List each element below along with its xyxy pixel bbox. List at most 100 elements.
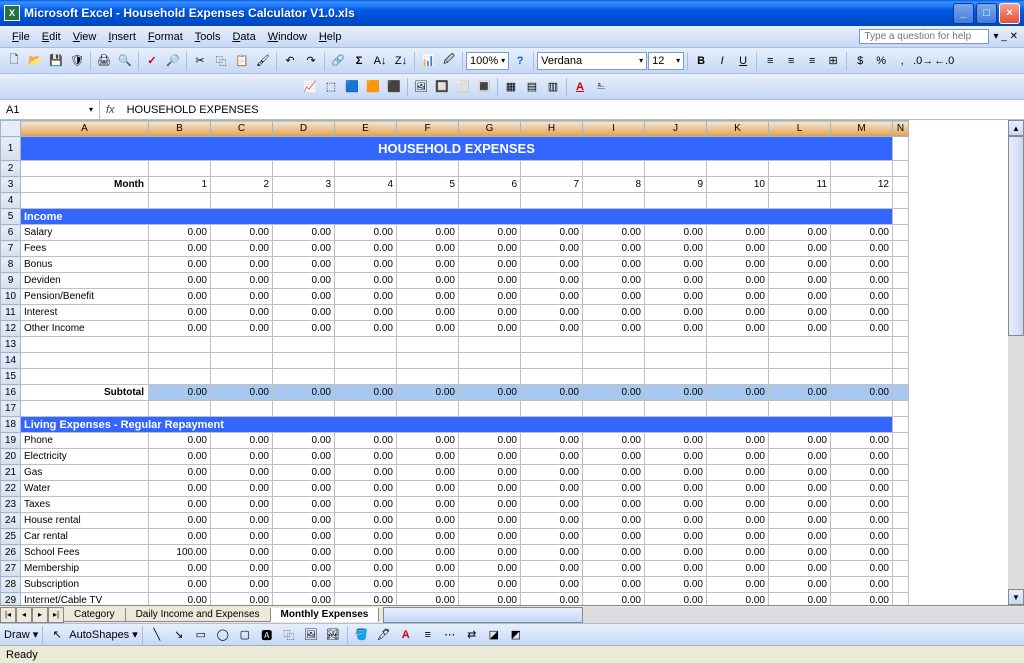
row-header[interactable]: 14 [1, 353, 21, 369]
spreadsheet-grid[interactable]: ABCDEFGHIJKLMN1HOUSEHOLD EXPENSES23Month… [0, 120, 909, 605]
month-cell[interactable]: 11 [769, 177, 831, 193]
column-header[interactable]: M [831, 121, 893, 137]
data-cell[interactable]: 0.00 [707, 481, 769, 497]
data-cell[interactable]: 0.00 [583, 513, 645, 529]
row-label[interactable]: School Fees [21, 545, 149, 561]
row-header[interactable]: 5 [1, 209, 21, 225]
data-cell[interactable]: 0.00 [335, 529, 397, 545]
subtotal-cell[interactable]: 0.00 [335, 385, 397, 401]
data-cell[interactable]: 0.00 [707, 241, 769, 257]
data-cell[interactable]: 0.00 [273, 513, 335, 529]
data-cell[interactable]: 0.00 [335, 257, 397, 273]
column-header[interactable]: A [21, 121, 149, 137]
fill-color-button[interactable]: 🪣 [352, 625, 372, 645]
data-cell[interactable]: 0.00 [335, 305, 397, 321]
data-cell[interactable]: 0.00 [397, 433, 459, 449]
section-header[interactable]: Income [21, 209, 893, 225]
sheet-tab[interactable]: Category [63, 608, 126, 622]
subtotal-cell[interactable]: 0.00 [149, 385, 211, 401]
data-cell[interactable]: 0.00 [149, 449, 211, 465]
data-cell[interactable]: 0.00 [583, 257, 645, 273]
menu-edit[interactable]: Edit [36, 29, 67, 45]
percent-button[interactable]: % [871, 51, 891, 71]
data-cell[interactable]: 0.00 [707, 289, 769, 305]
column-header[interactable]: D [273, 121, 335, 137]
data-cell[interactable]: 0.00 [335, 433, 397, 449]
column-header[interactable]: I [583, 121, 645, 137]
column-header[interactable]: F [397, 121, 459, 137]
data-cell[interactable]: 0.00 [273, 273, 335, 289]
data-cell[interactable]: 0.00 [211, 241, 273, 257]
month-label[interactable]: Month [21, 177, 149, 193]
data-cell[interactable]: 0.00 [397, 273, 459, 289]
data-cell[interactable]: 0.00 [459, 225, 521, 241]
data-cell[interactable]: 0.00 [707, 449, 769, 465]
open-button[interactable]: 📂 [25, 51, 45, 71]
data-cell[interactable]: 0.00 [149, 577, 211, 593]
row-header[interactable]: 3 [1, 177, 21, 193]
data-cell[interactable]: 0.00 [397, 241, 459, 257]
data-cell[interactable]: 0.00 [335, 289, 397, 305]
data-cell[interactable]: 0.00 [707, 513, 769, 529]
wordart-button[interactable]: 🅰 [257, 625, 277, 645]
month-cell[interactable]: 2 [211, 177, 273, 193]
paste-button[interactable]: 📋 [232, 51, 252, 71]
data-cell[interactable]: 0.00 [831, 289, 893, 305]
data-cell[interactable]: 0.00 [769, 273, 831, 289]
data-cell[interactable]: 0.00 [459, 433, 521, 449]
tool-icon[interactable]: 🟧 [363, 77, 383, 97]
data-cell[interactable]: 0.00 [645, 433, 707, 449]
row-header[interactable]: 18 [1, 417, 21, 433]
data-cell[interactable]: 0.00 [459, 577, 521, 593]
data-cell[interactable]: 0.00 [645, 481, 707, 497]
sheet-tab[interactable]: Monthly Expenses [270, 608, 380, 622]
hyperlink-button[interactable]: 🔗 [328, 51, 348, 71]
data-cell[interactable]: 0.00 [583, 545, 645, 561]
data-cell[interactable]: 0.00 [273, 241, 335, 257]
data-cell[interactable]: 0.00 [459, 561, 521, 577]
data-cell[interactable]: 0.00 [831, 577, 893, 593]
row-label[interactable]: Other Income [21, 321, 149, 337]
month-cell[interactable]: 3 [273, 177, 335, 193]
column-header[interactable]: E [335, 121, 397, 137]
data-cell[interactable]: 0.00 [645, 545, 707, 561]
row-header[interactable]: 2 [1, 161, 21, 177]
row-label[interactable]: Fees [21, 241, 149, 257]
data-cell[interactable]: 0.00 [211, 449, 273, 465]
data-cell[interactable]: 0.00 [149, 241, 211, 257]
bold-button[interactable]: B [691, 51, 711, 71]
data-cell[interactable]: 0.00 [769, 289, 831, 305]
data-cell[interactable]: 0.00 [397, 481, 459, 497]
data-cell[interactable]: 0.00 [769, 449, 831, 465]
data-cell[interactable]: 0.00 [149, 497, 211, 513]
month-cell[interactable]: 9 [645, 177, 707, 193]
row-label[interactable]: Membership [21, 561, 149, 577]
section-header[interactable]: Living Expenses - Regular Repayment [21, 417, 893, 433]
menu-window[interactable]: Window [262, 29, 313, 45]
row-label[interactable]: Bonus [21, 257, 149, 273]
data-cell[interactable]: 0.00 [645, 561, 707, 577]
tool-icon[interactable]: ▥ [543, 77, 563, 97]
menu-help[interactable]: Help [313, 29, 348, 45]
cut-button[interactable]: ✂ [190, 51, 210, 71]
increase-decimal-button[interactable]: .0→ [913, 51, 933, 71]
tool-icon[interactable]: 🔳 [474, 77, 494, 97]
data-cell[interactable]: 0.00 [831, 561, 893, 577]
data-cell[interactable]: 0.00 [211, 225, 273, 241]
data-cell[interactable]: 0.00 [335, 497, 397, 513]
data-cell[interactable]: 0.00 [769, 497, 831, 513]
data-cell[interactable]: 0.00 [459, 481, 521, 497]
maximize-button[interactable]: □ [976, 3, 997, 24]
font-size-combo[interactable]: 12▾ [648, 52, 684, 70]
subtotal-cell[interactable]: 0.00 [645, 385, 707, 401]
data-cell[interactable]: 0.00 [211, 513, 273, 529]
data-cell[interactable]: 0.00 [769, 529, 831, 545]
data-cell[interactable]: 0.00 [149, 529, 211, 545]
data-cell[interactable]: 0.00 [521, 289, 583, 305]
textbox-button[interactable]: ▢ [235, 625, 255, 645]
data-cell[interactable]: 0.00 [211, 273, 273, 289]
data-cell[interactable]: 0.00 [583, 465, 645, 481]
data-cell[interactable]: 0.00 [397, 529, 459, 545]
subtotal-cell[interactable]: 0.00 [831, 385, 893, 401]
data-cell[interactable]: 0.00 [583, 241, 645, 257]
